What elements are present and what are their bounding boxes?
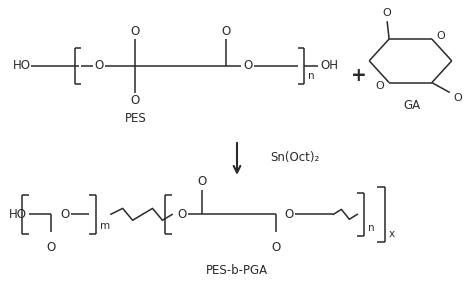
- Text: n: n: [308, 71, 315, 81]
- Text: O: O: [375, 81, 384, 90]
- Text: O: O: [221, 25, 231, 38]
- Text: PES-b-PGA: PES-b-PGA: [206, 264, 268, 277]
- Text: O: O: [271, 240, 281, 253]
- Text: O: O: [383, 8, 392, 18]
- Text: O: O: [437, 31, 446, 41]
- Text: O: O: [46, 240, 56, 253]
- Text: O: O: [453, 93, 462, 103]
- Text: x: x: [389, 229, 395, 239]
- Text: O: O: [94, 59, 103, 72]
- Text: +: +: [351, 66, 367, 85]
- Text: O: O: [130, 94, 139, 107]
- Text: O: O: [130, 25, 139, 38]
- Text: O: O: [198, 175, 207, 188]
- Text: n: n: [368, 223, 374, 233]
- Text: O: O: [243, 59, 253, 72]
- Text: Sn(Oct)₂: Sn(Oct)₂: [270, 151, 319, 164]
- Text: HO: HO: [13, 59, 31, 72]
- Text: PES: PES: [125, 112, 146, 125]
- Text: OH: OH: [320, 59, 338, 72]
- Text: m: m: [100, 221, 110, 231]
- Text: HO: HO: [9, 208, 27, 221]
- Text: O: O: [284, 208, 293, 221]
- Text: GA: GA: [403, 99, 420, 112]
- Text: O: O: [178, 208, 187, 221]
- Text: O: O: [60, 208, 70, 221]
